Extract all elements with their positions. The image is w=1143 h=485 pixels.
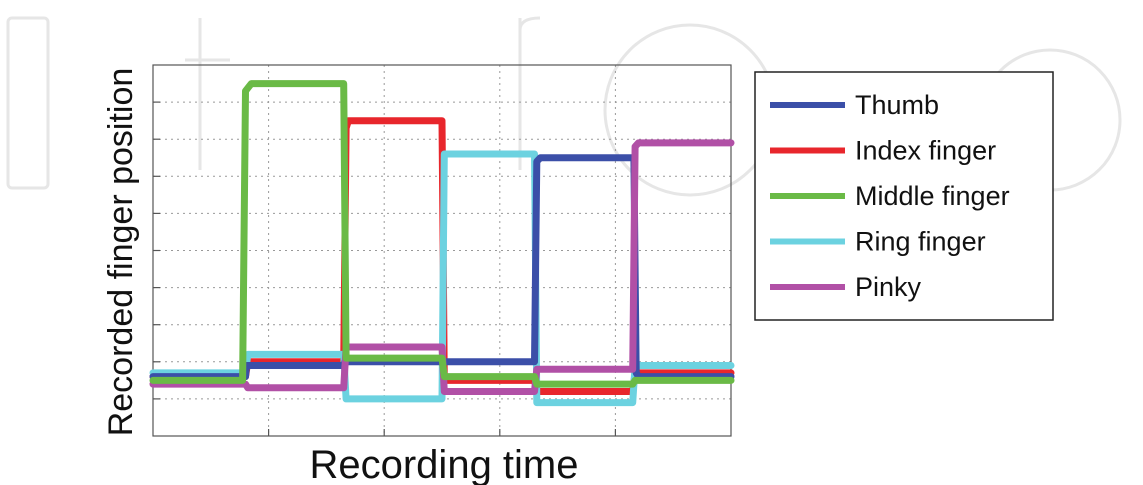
series-line-middle-finger: [149, 80, 735, 388]
legend-label-ring-finger: Ring finger: [855, 227, 986, 257]
series-line-ring-finger: [149, 150, 735, 407]
legend-label-middle-finger: Middle finger: [855, 181, 1010, 211]
x-axis-label: Recording time: [309, 443, 578, 485]
axis-ticks: [153, 101, 617, 436]
legend-label-pinky: Pinky: [855, 272, 922, 302]
series-line-pinky: [149, 139, 735, 395]
legend: Thumb Index finger Middle finger Ring finge…: [754, 71, 1054, 321]
legend-label-thumb: Thumb: [855, 90, 939, 120]
legend-label-index-finger: Index finger: [855, 136, 996, 166]
legend-items: Thumb Index finger Middle finger Ring finge…: [770, 90, 1010, 302]
y-axis-label: Recorded finger position: [102, 68, 140, 437]
series-layer: [149, 80, 735, 407]
